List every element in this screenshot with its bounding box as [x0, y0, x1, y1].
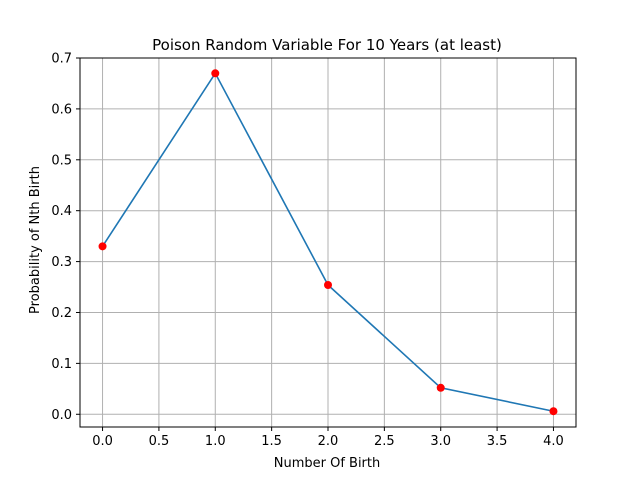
data-point: [324, 280, 332, 289]
chart-title: Poison Random Variable For 10 Years (at …: [152, 36, 502, 54]
y-tick-label: 0.6: [51, 102, 72, 117]
data-point: [549, 407, 558, 416]
x-tick-label: 0.0: [92, 434, 113, 449]
x-tick-label: 1.0: [205, 434, 226, 449]
marker-layer: [98, 69, 558, 416]
x-tick-label: 4.0: [543, 434, 564, 449]
x-axis-title: Number Of Birth: [274, 456, 381, 471]
x-tick-label: 2.5: [374, 434, 395, 449]
y-tick-label: 0.4: [51, 204, 72, 219]
y-axis-title: Probability of Nth Birth: [28, 166, 43, 314]
x-tick-label: 2.0: [318, 434, 339, 449]
y-tick-label: 0.2: [51, 306, 72, 321]
data-point: [211, 69, 220, 78]
data-point: [98, 242, 107, 251]
y-tick-label: 0.0: [51, 408, 72, 423]
x-tick-label: 3.5: [487, 434, 508, 449]
x-tick-label: 3.0: [430, 434, 451, 449]
y-tick-label: 0.1: [51, 357, 72, 372]
data-point: [436, 383, 445, 392]
tick-layer: 0.0 0.5 1.0 1.5 2.0 2.5 3.0 3.5 4.0 0.0 0.1 0.2 0.3 0…: [51, 52, 563, 450]
y-tick-label: 0.7: [51, 52, 72, 67]
y-tick-label: 0.3: [51, 255, 72, 270]
x-tick-label: 1.5: [261, 434, 282, 449]
y-tick-label: 0.5: [51, 153, 72, 168]
x-tick-label: 0.5: [149, 434, 170, 449]
